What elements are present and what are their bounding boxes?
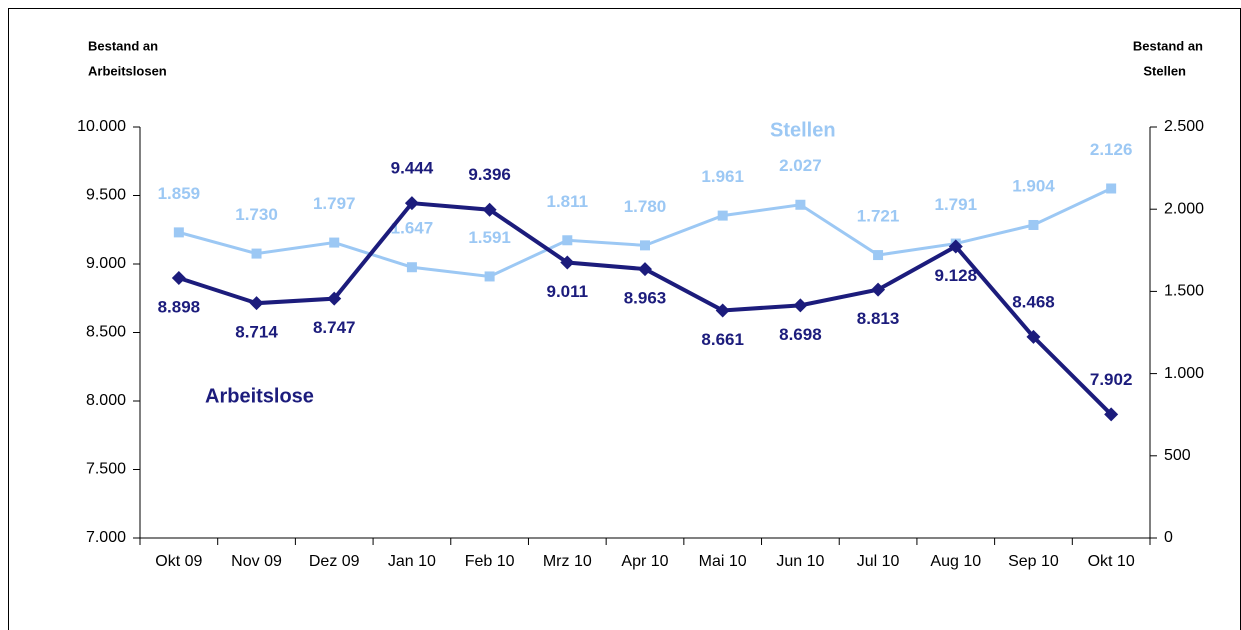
y-tick-label: 10.000 [77,118,126,135]
y-tick-label: 8.000 [86,392,126,409]
y2-tick-label: 1.000 [1164,365,1204,382]
y-tick-label: 8.500 [86,324,126,341]
data-label: 1.721 [857,207,900,226]
data-label: 9.128 [934,266,977,285]
marker [173,227,184,238]
x-tick-label: Mai 10 [699,553,747,570]
x-tick-label: Jun 10 [776,553,824,570]
y2-tick-label: 2.500 [1164,118,1204,135]
x-tick-label: Mrz 10 [543,553,592,570]
data-label: 7.902 [1090,370,1133,389]
y2-tick-label: 500 [1164,447,1191,464]
marker [560,255,575,270]
marker [484,271,495,282]
marker [404,196,419,211]
marker [715,303,730,318]
x-tick-label: Jan 10 [388,553,436,570]
marker [1104,407,1119,422]
data-label: 1.904 [1012,176,1055,195]
x-tick-label: Okt 10 [1088,553,1135,570]
data-label: 2.027 [779,156,822,175]
x-tick-label: Apr 10 [621,553,668,570]
data-label: 2.126 [1090,140,1133,159]
data-label: 8.898 [158,297,201,316]
data-label: 8.714 [235,323,278,342]
marker [717,210,728,221]
marker [795,199,806,210]
data-label: 8.698 [779,325,822,344]
x-tick-label: Aug 10 [930,553,981,570]
x-tick-label: Jul 10 [857,553,900,570]
frame [8,8,1241,630]
marker [562,235,573,246]
marker [171,270,186,285]
data-label: 1.647 [391,219,434,238]
marker [640,240,650,251]
y2-axis-title-line: Stellen [1143,63,1186,78]
marker [482,202,497,217]
x-tick-label: Sep 10 [1008,553,1059,570]
y-tick-label: 7.000 [86,529,126,546]
x-tick-label: Feb 10 [465,553,515,570]
data-label: 9.011 [547,282,589,301]
y-axis-title-line: Bestand an [88,38,158,53]
marker [793,298,808,313]
y2-tick-label: 1.500 [1164,283,1204,300]
y2-axis-title-line: Bestand an [1133,38,1203,53]
data-label: 8.963 [624,289,667,308]
data-label: 1.591 [468,228,511,247]
y2-tick-label: 2.000 [1164,200,1204,217]
x-tick-label: Okt 09 [155,553,202,570]
data-label: 9.444 [391,159,434,178]
data-label: 1.859 [158,184,201,203]
y-tick-label: 9.000 [86,255,126,272]
marker [1026,329,1041,344]
marker [638,262,652,277]
data-label: 8.661 [701,330,744,349]
data-label: 1.791 [934,195,977,214]
marker [406,262,417,273]
data-label: 1.797 [313,194,356,213]
y2-tick-label: 0 [1164,529,1173,546]
marker [249,296,264,311]
y-tick-label: 9.500 [86,187,126,204]
marker [327,291,342,306]
data-label: 8.813 [857,309,900,328]
marker [329,237,340,248]
data-label: 1.730 [235,205,278,224]
data-label: 9.396 [468,165,511,184]
data-label: 8.747 [313,318,356,337]
x-tick-label: Nov 09 [231,553,282,570]
marker [948,239,963,254]
data-label: 1.780 [624,197,667,216]
series-label: Stellen [770,119,836,141]
marker [1028,219,1039,230]
y-axis-title-line: Arbeitslosen [88,63,167,78]
marker [873,250,884,261]
data-label: 1.811 [547,192,589,211]
series-line [178,201,1113,416]
marker [871,282,886,297]
data-label: 8.468 [1012,292,1055,311]
data-label: 1.961 [701,167,744,186]
y-tick-label: 7.500 [86,461,126,478]
x-tick-label: Dez 09 [309,553,360,570]
marker [251,248,262,259]
series-label: Arbeitslose [205,385,314,407]
marker [1106,183,1117,194]
